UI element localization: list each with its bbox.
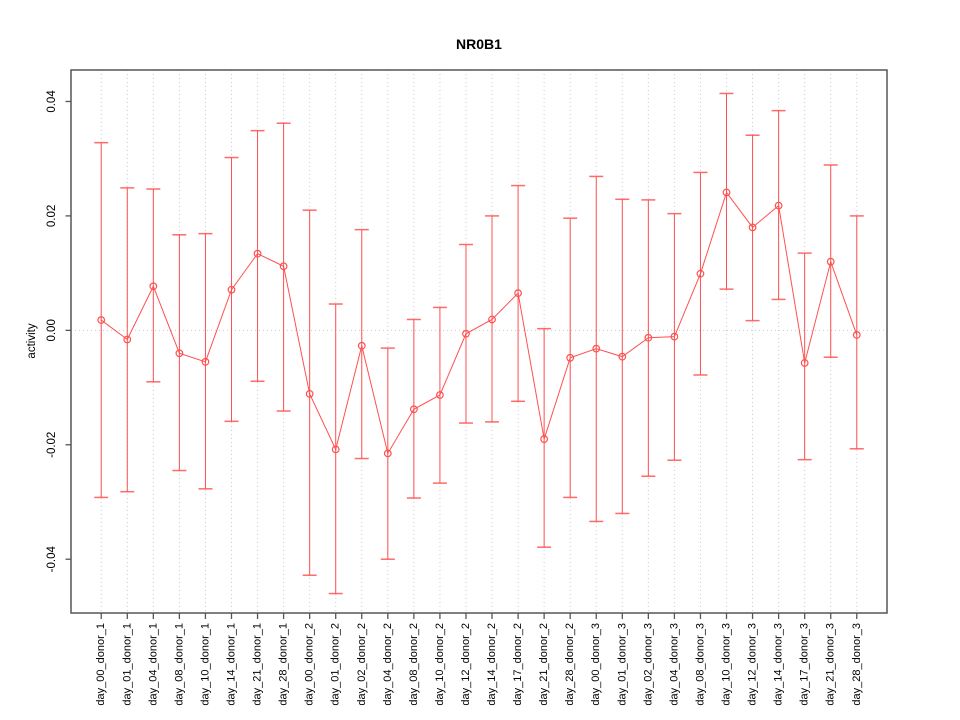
data-point	[97, 316, 106, 324]
x-tick-label: day_28_donor_3	[851, 623, 863, 706]
error-bar	[354, 228, 369, 460]
data-point	[253, 249, 262, 258]
x-tick-label: day_01_donor_2	[330, 623, 342, 706]
data-point	[592, 344, 601, 353]
x-tick-label: day_28_donor_1	[278, 623, 290, 706]
y-tick-label: -0.04	[46, 546, 58, 573]
x-tick-label: day_17_donor_3	[799, 623, 811, 706]
x-tick-label: day_10_donor_2	[434, 623, 446, 706]
series-line	[100, 191, 858, 455]
data-point	[201, 357, 210, 366]
error-bar	[250, 129, 265, 383]
data-point	[305, 389, 314, 398]
x-tick-label: day_21_donor_2	[538, 623, 550, 706]
data-point	[540, 435, 549, 443]
data-point	[331, 445, 340, 454]
x-tick-label: day_21_donor_1	[252, 623, 264, 706]
x-tick-label: day_01_donor_1	[121, 623, 133, 706]
y-tick-label: -0.02	[46, 432, 58, 458]
x-tick-label: day_12_donor_2	[460, 623, 472, 706]
data-point	[514, 289, 522, 298]
data-point	[826, 257, 835, 266]
error-bar	[719, 92, 734, 290]
y-tick-label: 0.02	[46, 205, 58, 227]
plot-frame	[70, 69, 888, 614]
data-point	[149, 282, 158, 291]
data-point	[383, 449, 392, 458]
x-tick-label: day_12_donor_3	[747, 623, 759, 706]
chart-title: NR0B1	[456, 36, 502, 52]
x-tick-label: day_00_donor_1	[95, 623, 107, 706]
y-axis-title: activity	[26, 323, 38, 359]
data-point	[409, 405, 418, 414]
x-tick-label: day_08_donor_2	[408, 623, 420, 706]
x-tick-label: day_00_donor_2	[304, 623, 316, 706]
y-tick-label: 0.00	[46, 319, 58, 341]
data-point	[774, 201, 783, 210]
error-bar	[849, 215, 864, 450]
x-tick-label: day_10_donor_3	[721, 623, 733, 706]
x-tick-label: day_10_donor_1	[199, 623, 211, 706]
x-tick-label: day_08_donor_3	[694, 623, 706, 706]
data-point	[123, 335, 132, 344]
x-tick-label: day_08_donor_1	[173, 623, 185, 706]
x-tick-label: day_14_donor_2	[486, 623, 498, 706]
data-point	[852, 331, 861, 339]
x-tick-label: day_04_donor_2	[382, 623, 394, 706]
x-tick-label: day_28_donor_2	[564, 623, 576, 706]
x-tick-label: day_04_donor_1	[147, 623, 159, 706]
data-point	[618, 352, 627, 361]
x-tick-label: day_21_donor_3	[825, 623, 837, 706]
data-point	[227, 285, 236, 294]
data-point	[800, 359, 809, 367]
data-point	[722, 188, 731, 197]
data-point	[696, 269, 705, 278]
data-point	[644, 333, 653, 342]
data-point	[566, 353, 575, 362]
data-point	[670, 332, 679, 341]
x-tick-label: day_01_donor_3	[616, 623, 628, 706]
x-tick-label: day_02_donor_2	[356, 623, 368, 706]
data-point	[436, 391, 444, 399]
data-point	[462, 329, 470, 338]
data-point	[175, 349, 184, 358]
data-point	[748, 223, 757, 232]
x-tick-label: day_04_donor_3	[668, 623, 680, 706]
data-point	[279, 262, 288, 271]
data-point	[357, 341, 366, 350]
error-bar	[406, 318, 421, 499]
error-bar	[797, 252, 812, 461]
x-tick-label: day_02_donor_3	[642, 623, 654, 706]
y-tick-label: 0.04	[46, 90, 58, 113]
data-point	[488, 315, 496, 324]
x-tick-label: day_14_donor_1	[225, 623, 237, 706]
x-tick-label: day_00_donor_3	[590, 623, 602, 706]
x-tick-label: day_17_donor_2	[512, 623, 524, 706]
x-tick-label: day_14_donor_3	[773, 623, 785, 706]
